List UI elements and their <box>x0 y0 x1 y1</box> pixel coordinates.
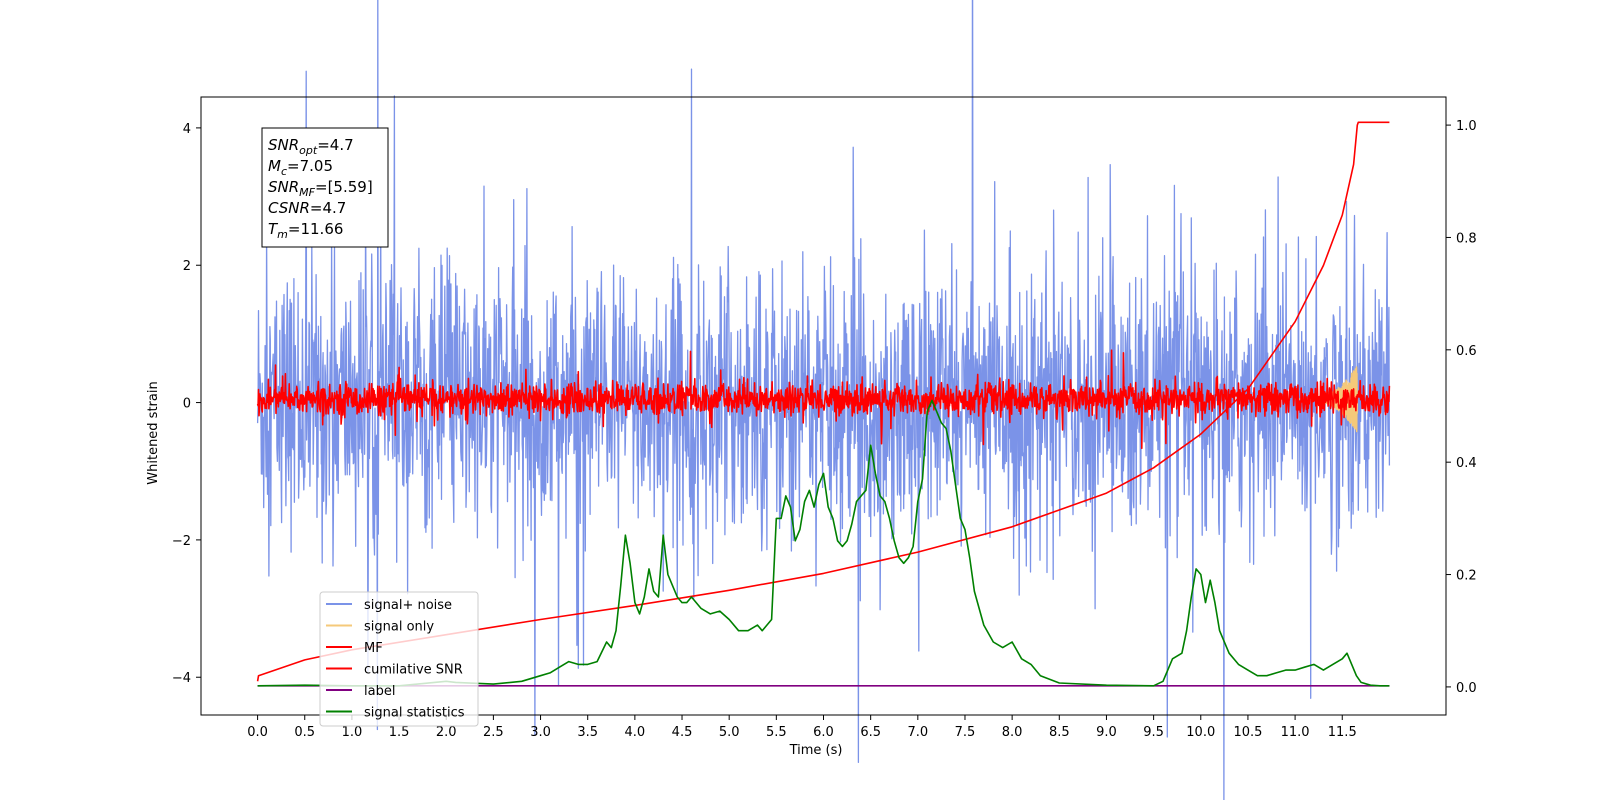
annotation-line: Mc=7.05 <box>268 157 333 178</box>
series-line-signal-statistics <box>257 399 1390 687</box>
legend: signal+ noise signal only MF cumilative SNR… <box>319 591 479 727</box>
series-line-mf <box>256 349 1391 450</box>
x-tick-label: 5.5 <box>766 725 787 740</box>
y-axis-label: Whitened strain <box>146 381 161 484</box>
annotation-line: SNRopt=4.7 <box>268 136 354 157</box>
annotation-frame <box>261 127 389 248</box>
x-tick-label: 7.0 <box>907 725 928 740</box>
x-tick-label: 6.0 <box>813 725 834 740</box>
legend-label: signal only <box>364 620 434 635</box>
y2-tick-label: 1.0 <box>1456 119 1477 134</box>
x-tick-label: 1.0 <box>342 725 363 740</box>
x-tick-label: 2.0 <box>436 725 457 740</box>
x-tick-label: 8.0 <box>1002 725 1023 740</box>
y-tick-label: −4 <box>172 671 191 686</box>
annotation-line: SNRMF=[5.59] <box>268 178 373 199</box>
x-tick-label: 7.5 <box>955 725 976 740</box>
legend-label: MF <box>364 641 383 656</box>
y2-tick-label: 0.8 <box>1456 231 1477 246</box>
x-tick-label: 10.5 <box>1233 725 1262 740</box>
legend-label: cumilative SNR <box>364 663 463 678</box>
x-tick-label: 8.5 <box>1049 725 1070 740</box>
legend-frame <box>319 591 479 727</box>
x-tick-label: 4.0 <box>625 725 646 740</box>
y2-tick-label: 0.4 <box>1456 456 1477 471</box>
y2-tick-label: 0.0 <box>1456 681 1477 696</box>
legend-label: signal+ noise <box>364 598 452 613</box>
x-tick-label: 4.5 <box>672 725 693 740</box>
y2-tick-label: 0.6 <box>1456 344 1477 359</box>
y-tick-label: −2 <box>172 534 191 549</box>
x-tick-label: 0.5 <box>294 725 315 740</box>
x-tick-label: 2.5 <box>483 725 504 740</box>
annotation-line: CSNR=4.7 <box>268 199 346 217</box>
x-tick-label: 0.0 <box>247 725 268 740</box>
annotation-line: Tm=11.66 <box>268 220 343 241</box>
x-tick-label: 3.0 <box>530 725 551 740</box>
x-tick-label: 10.0 <box>1186 725 1215 740</box>
x-tick-label: 1.5 <box>389 725 410 740</box>
x-tick-label: 9.5 <box>1143 725 1164 740</box>
x-tick-label: 11.0 <box>1281 725 1310 740</box>
y-tick-label: 2 <box>183 259 191 274</box>
legend-label: label <box>364 684 395 699</box>
x-tick-label: 5.0 <box>719 725 740 740</box>
x-tick-label: 6.5 <box>860 725 881 740</box>
x-tick-label: 11.5 <box>1328 725 1357 740</box>
x-tick-label: 3.5 <box>577 725 598 740</box>
legend-label: signal statistics <box>364 706 465 721</box>
x-axis-label: Time (s) <box>789 743 843 758</box>
y-tick-label: 4 <box>183 122 191 137</box>
x-tick-label: 9.0 <box>1096 725 1117 740</box>
y2-tick-label: 0.2 <box>1456 569 1477 584</box>
y-tick-label: 0 <box>183 397 191 412</box>
